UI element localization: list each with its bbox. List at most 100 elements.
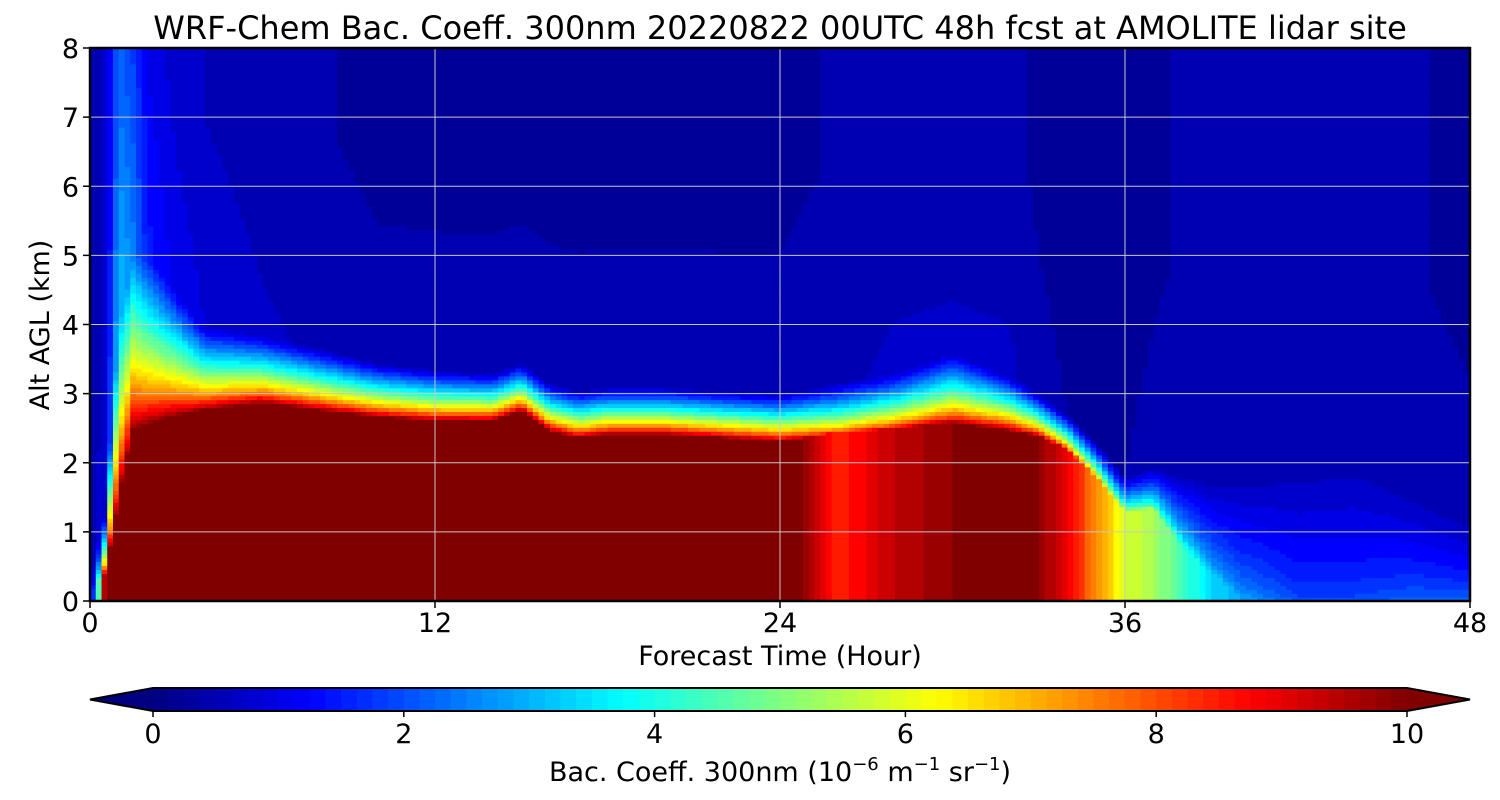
field-cell xyxy=(245,119,252,124)
field-cell xyxy=(136,482,143,488)
field-cell xyxy=(193,320,200,326)
field-cell xyxy=(228,478,235,484)
field-cell xyxy=(90,107,97,112)
field-cell xyxy=(95,277,103,282)
field-cell xyxy=(233,514,241,519)
field-cell xyxy=(153,431,160,436)
field-cell xyxy=(187,316,195,322)
field-cell xyxy=(164,506,172,511)
field-cell xyxy=(136,312,143,318)
field-cell xyxy=(164,415,172,420)
field-cell xyxy=(274,186,281,191)
field-cell xyxy=(256,285,264,290)
field-cell xyxy=(147,320,154,326)
field-cell xyxy=(279,577,287,582)
field-cell xyxy=(176,107,183,112)
field-cell xyxy=(107,95,114,100)
field-cell xyxy=(199,190,206,195)
field-cell xyxy=(101,411,108,416)
field-cell xyxy=(279,407,287,412)
field-cell xyxy=(159,288,166,294)
field-cell xyxy=(118,292,126,298)
field-cell xyxy=(176,202,183,207)
field-cell xyxy=(262,371,269,377)
field-cell xyxy=(182,462,189,468)
field-cell xyxy=(199,553,206,559)
field-cell xyxy=(136,296,143,302)
field-cell xyxy=(285,423,292,428)
field-cell xyxy=(141,490,149,495)
field-cell xyxy=(101,450,108,456)
field-cell xyxy=(118,55,126,61)
field-cell xyxy=(90,225,97,231)
field-cell xyxy=(216,573,223,578)
field-cell xyxy=(268,344,275,349)
field-cell xyxy=(268,494,275,499)
field-cell xyxy=(141,367,149,373)
field-cell xyxy=(251,474,258,480)
field-cell xyxy=(210,387,218,393)
field-cell xyxy=(95,158,103,164)
field-cell xyxy=(153,336,160,341)
field-cell xyxy=(159,209,166,215)
field-cell xyxy=(228,403,235,409)
field-cell xyxy=(113,174,120,179)
field-cell xyxy=(193,435,200,440)
field-cell xyxy=(251,478,258,484)
field-cell xyxy=(193,221,200,227)
field-cell xyxy=(268,419,275,424)
field-cell xyxy=(210,533,218,539)
field-cell xyxy=(90,198,97,203)
field-cell xyxy=(210,589,218,594)
field-cell xyxy=(199,320,206,326)
field-cell xyxy=(170,154,177,160)
field-cell xyxy=(199,344,206,349)
field-cell xyxy=(251,502,258,507)
field-cell xyxy=(164,178,172,183)
field-cell xyxy=(228,71,235,77)
field-cell xyxy=(285,458,292,464)
field-cell xyxy=(182,288,189,294)
field-cell xyxy=(262,249,269,254)
field-cell xyxy=(210,119,218,124)
field-cell xyxy=(118,423,126,428)
field-cell xyxy=(176,446,183,452)
field-cell xyxy=(95,577,103,582)
field-cell xyxy=(147,360,154,365)
field-cell xyxy=(176,71,183,77)
field-cell xyxy=(256,241,264,247)
field-cell xyxy=(107,518,114,523)
field-cell xyxy=(159,229,166,235)
field-cell xyxy=(256,407,264,412)
field-cell xyxy=(159,174,166,179)
field-cell xyxy=(118,170,126,175)
field-cell xyxy=(130,166,137,172)
field-cell xyxy=(136,308,143,314)
field-cell xyxy=(279,186,287,191)
field-cell xyxy=(187,99,195,104)
field-cell xyxy=(107,411,114,416)
field-cell xyxy=(279,233,287,239)
field-cell xyxy=(153,127,160,132)
field-cell xyxy=(95,375,103,381)
field-cell xyxy=(118,206,126,211)
field-cell xyxy=(170,225,177,231)
field-cell xyxy=(176,249,183,254)
field-cell xyxy=(107,506,114,511)
field-cell xyxy=(274,194,281,199)
field-cell xyxy=(199,561,206,567)
field-cell xyxy=(182,146,189,152)
field-cell xyxy=(136,202,143,207)
field-cell xyxy=(268,399,275,405)
field-cell xyxy=(101,597,108,601)
field-cell xyxy=(101,328,108,333)
field-cell xyxy=(136,127,143,132)
field-cell xyxy=(130,95,137,100)
field-cell xyxy=(256,561,264,567)
field-cell xyxy=(101,130,108,136)
field-cell xyxy=(199,75,206,81)
field-cell xyxy=(251,577,258,582)
field-cell xyxy=(233,549,241,555)
field-cell xyxy=(95,482,103,488)
field-cell xyxy=(239,466,246,472)
